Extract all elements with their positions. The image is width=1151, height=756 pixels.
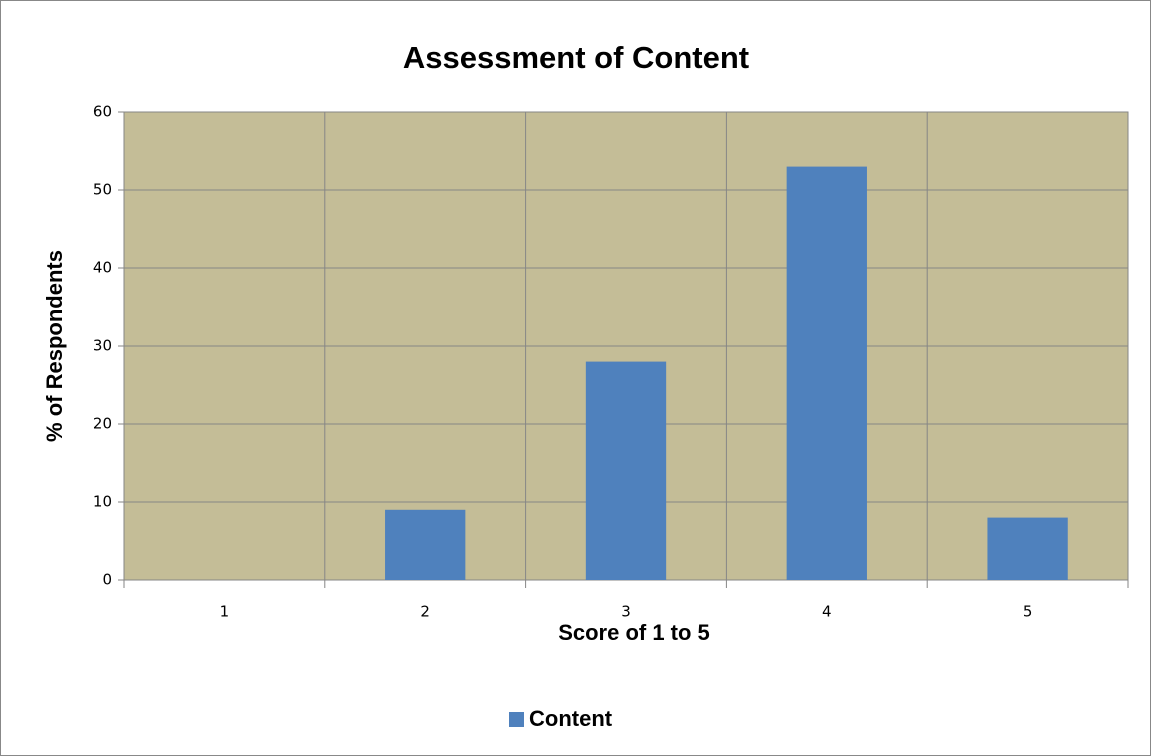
x-tick-label: 5 bbox=[1023, 603, 1033, 621]
x-axis-label: Score of 1 to 5 bbox=[558, 620, 710, 645]
y-tick-label: 30 bbox=[93, 337, 112, 355]
x-tick-label: 1 bbox=[220, 603, 230, 621]
x-tick-label: 4 bbox=[822, 603, 832, 621]
x-tick-label: 3 bbox=[621, 603, 631, 621]
y-axis-label: % of Respondents bbox=[42, 250, 67, 442]
y-tick-label: 20 bbox=[93, 415, 112, 433]
y-tick-label: 40 bbox=[93, 259, 112, 277]
y-tick-label: 0 bbox=[102, 571, 112, 589]
bar bbox=[585, 361, 667, 580]
bar bbox=[786, 166, 867, 580]
y-tick-label: 60 bbox=[93, 103, 112, 121]
bar bbox=[987, 517, 1068, 580]
y-tick-label: 10 bbox=[93, 493, 112, 511]
chart-title: Assessment of Content bbox=[403, 40, 749, 75]
y-tick-label: 50 bbox=[93, 181, 112, 199]
legend-label: Content bbox=[529, 706, 613, 731]
x-tick-label: 2 bbox=[420, 603, 430, 621]
legend-swatch bbox=[509, 712, 524, 727]
bar bbox=[385, 509, 466, 580]
